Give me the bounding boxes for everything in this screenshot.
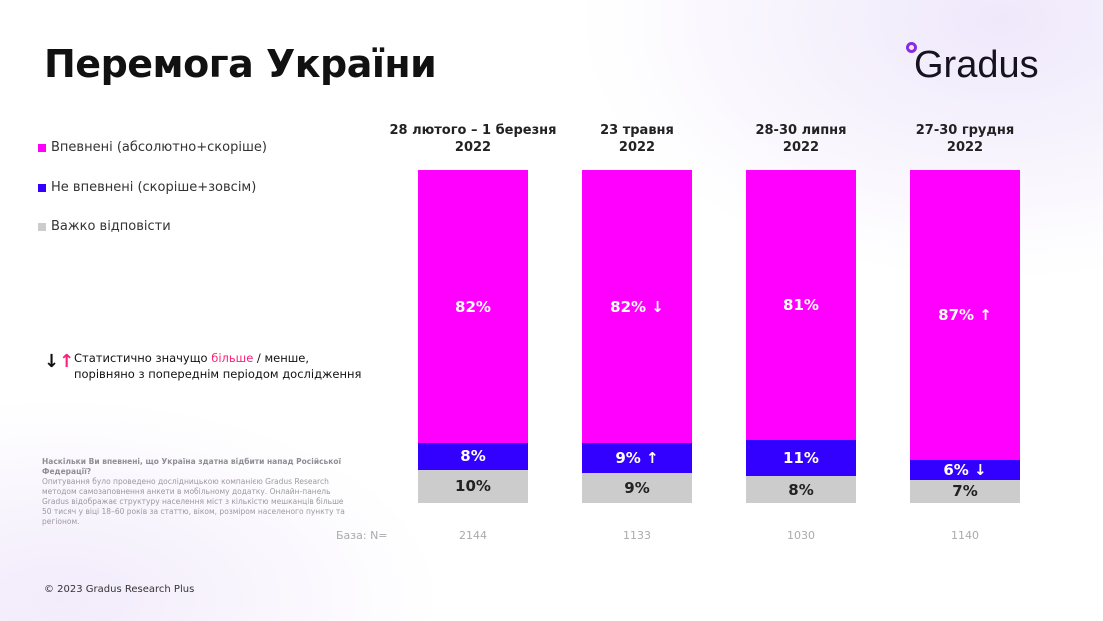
category-label: 28 лютого – 1 березня 2022 (389, 123, 557, 155)
data-label: 81% (783, 295, 819, 314)
category-label: 28-30 липня 2022 (755, 123, 847, 155)
legend-swatch (38, 143, 46, 152)
data-label: 8% (460, 447, 486, 466)
significance-note: ↓↑ Статистично значущо більше / менше, по… (44, 351, 362, 381)
bar-segment: 6% ↓ (910, 459, 1020, 480)
data-label: 10% (455, 477, 491, 496)
data-label: 9% ↑ (615, 449, 659, 468)
data-label: 82% (455, 297, 491, 316)
gradus-logo: Gradus (906, 40, 1056, 88)
logo-dot-icon (906, 42, 917, 53)
bar-segment: 82% (418, 170, 528, 444)
bar-segment: 9% ↑ (582, 443, 692, 474)
data-label: 87% ↑ (938, 305, 992, 324)
base-n-value: 1030 (787, 529, 815, 542)
page-title: Перемога України (44, 42, 437, 86)
base-n-value: 1133 (623, 529, 651, 542)
data-label: 9% (624, 479, 650, 497)
data-label: 8% (788, 480, 814, 499)
legend-item-not-confident: Не впевнені (скоріше+зовсім) (38, 180, 256, 195)
bar-segment: 7% (910, 479, 1020, 503)
bar-segment: 8% (746, 476, 856, 503)
legend-item-confident: Впевнені (абсолютно+скоріше) (38, 140, 267, 155)
data-label: 6% ↓ (943, 460, 987, 479)
legend-item-hard-to-say: Важко відповісти (38, 219, 171, 234)
bar-segment: 8% (418, 443, 528, 470)
bar-segment: 10% (418, 469, 528, 503)
legend-swatch (38, 183, 46, 192)
category-label: 27-30 грудня 2022 (915, 123, 1015, 155)
category-label: 23 травня 2022 (600, 123, 674, 155)
up-down-arrows-icon: ↓↑ (44, 351, 75, 372)
legend-swatch (38, 222, 46, 231)
bar-segment: 9% (582, 473, 692, 503)
base-n-value: 1140 (951, 529, 979, 542)
base-label: База: N= (336, 529, 388, 542)
copyright: © 2023 Gradus Research Plus (44, 584, 195, 595)
methodology-note: Наскільки Ви впевнені, що Україна здатна… (42, 457, 345, 526)
bar-segment: 81% (746, 170, 856, 440)
data-label: 82% ↓ (610, 297, 664, 316)
data-label: 11% (783, 449, 819, 468)
bar-segment: 82% ↓ (582, 170, 692, 444)
data-label: 7% (952, 482, 978, 501)
bar-segment: 11% (746, 439, 856, 477)
base-n-value: 2144 (459, 529, 487, 542)
bar-segment: 87% ↑ (910, 170, 1020, 460)
